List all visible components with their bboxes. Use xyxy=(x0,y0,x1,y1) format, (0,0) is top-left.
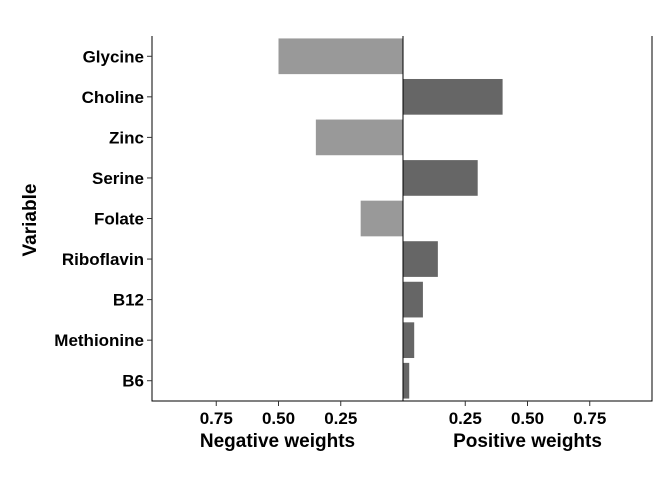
category-label-zinc: Zinc xyxy=(109,128,144,147)
category-labels: B6 Methionine B12 Riboflavin Folate Serine Zin… xyxy=(54,47,152,391)
category-label-glycine: Glycine xyxy=(83,47,144,66)
positive-x-tick-label: 0.25 xyxy=(449,409,482,428)
bar-positive-methionine xyxy=(403,322,415,359)
bar-negative-zinc xyxy=(315,119,403,156)
category-label-b12: B12 xyxy=(113,291,144,310)
negative-weights-panel: 0.75 0.50 0.25 Negative weights xyxy=(151,36,404,452)
negative-x-axis-title: Negative weights xyxy=(200,431,355,452)
bar-negative-folate xyxy=(360,200,403,237)
positive-x-axis-title: Positive weights xyxy=(453,431,602,452)
bar-positive-b12 xyxy=(403,281,423,318)
category-label-methionine: Methionine xyxy=(54,331,144,350)
bar-positive-serine xyxy=(403,160,478,196)
negative-x-tick-label: 0.50 xyxy=(262,409,295,428)
bar-positive-choline xyxy=(403,78,503,115)
category-label-serine: Serine xyxy=(92,169,144,188)
negative-x-tick-label: 0.25 xyxy=(324,409,357,428)
bar-positive-riboflavin xyxy=(403,241,438,277)
category-label-riboflavin: Riboflavin xyxy=(62,250,144,269)
positive-x-tick-label: 0.75 xyxy=(573,409,606,428)
bar-negative-glycine xyxy=(278,38,403,75)
positive-weights-panel: 0.25 0.50 0.75 Positive weights xyxy=(402,36,653,452)
bar-positive-b6 xyxy=(403,362,410,399)
category-label-folate: Folate xyxy=(94,210,144,229)
positive-x-tick-label: 0.50 xyxy=(511,409,544,428)
category-label-b6: B6 xyxy=(122,372,144,391)
category-label-choline: Choline xyxy=(82,88,144,107)
y-axis-title: Variable xyxy=(20,184,41,257)
negative-x-tick-label: 0.75 xyxy=(200,409,233,428)
